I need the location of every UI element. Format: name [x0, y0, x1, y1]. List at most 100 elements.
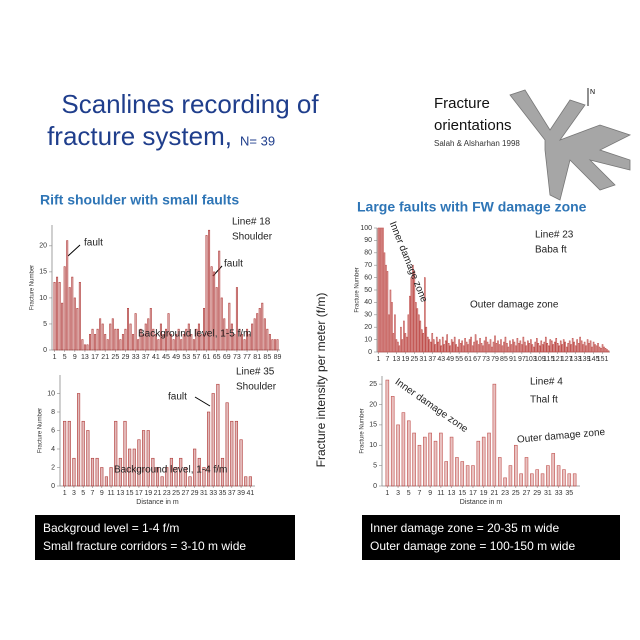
y-tick-label: 20	[369, 401, 377, 408]
x-tick-label: 7	[386, 356, 390, 363]
y-tick-label: 90	[364, 237, 372, 244]
x-axis-label: Distance in m	[460, 499, 503, 506]
bar	[481, 436, 486, 487]
bar	[95, 457, 99, 487]
x-tick-label: 37	[428, 356, 436, 363]
bar	[63, 420, 67, 487]
bar	[522, 336, 525, 353]
y-tick-label: 40	[364, 299, 372, 306]
x-tick-label: 11	[437, 490, 444, 497]
north-label: N	[590, 89, 595, 96]
bar	[495, 343, 498, 353]
bar	[456, 346, 459, 353]
bar	[491, 346, 493, 353]
bar	[600, 347, 602, 353]
bar	[114, 420, 118, 487]
bar	[547, 345, 550, 353]
y-tick-label: 20	[39, 243, 47, 250]
bar	[591, 346, 593, 353]
y-tick-label: 5	[43, 321, 47, 328]
count: N= 39	[240, 133, 275, 148]
bar	[239, 439, 243, 487]
x-tick-label: 139	[579, 356, 591, 363]
bar	[549, 339, 552, 353]
bar	[96, 328, 99, 351]
bar	[86, 344, 89, 351]
bar	[585, 345, 587, 353]
bar	[76, 393, 81, 487]
bar	[531, 344, 534, 353]
bar	[415, 302, 417, 353]
bar	[418, 314, 420, 353]
shared-y-label: Fracture intensity per meter (f/m)	[314, 293, 328, 468]
annotation: Line# 18	[232, 217, 271, 228]
bar	[210, 266, 213, 351]
rose-title: orientations	[434, 117, 512, 134]
x-tick-label: 9	[100, 490, 104, 497]
bar	[385, 379, 390, 487]
bar	[594, 344, 596, 353]
bar	[474, 334, 477, 353]
bar	[394, 314, 396, 353]
bar	[598, 346, 601, 353]
annotation: Shoulder	[236, 382, 277, 393]
bar	[266, 328, 269, 351]
bar	[519, 340, 522, 353]
bar	[205, 235, 208, 351]
x-tick-label: 1	[53, 354, 57, 361]
x-tick-label: 23	[501, 490, 509, 497]
x-tick-label: 1	[385, 490, 389, 497]
bar	[534, 341, 537, 353]
bar	[504, 336, 507, 353]
bar	[586, 339, 589, 353]
x-tick-label: 3	[72, 490, 76, 497]
bar	[516, 338, 519, 353]
annotation: Shoulder	[232, 232, 273, 243]
bar	[251, 323, 254, 351]
bar	[132, 334, 135, 351]
heading: Large faults with FW damage zone	[357, 199, 587, 215]
bar	[452, 341, 454, 353]
annotation: fault	[224, 259, 243, 270]
x-tick-label: 31	[544, 490, 552, 497]
bar	[389, 289, 392, 353]
bar	[524, 457, 529, 487]
x-tick-label: 29	[191, 490, 199, 497]
y-tick-label: 8	[51, 409, 55, 416]
y-axis-label: Fracture Number	[30, 265, 36, 310]
bar	[479, 338, 481, 353]
bar	[383, 252, 386, 353]
bar	[465, 465, 470, 487]
y-tick-label: 6	[51, 427, 55, 434]
bar	[142, 334, 145, 351]
bar	[246, 328, 249, 351]
bar	[514, 444, 518, 487]
bar	[66, 240, 69, 351]
bar	[471, 465, 475, 487]
x-tick-label: 9	[428, 490, 432, 497]
bar	[409, 295, 411, 353]
bar	[582, 344, 584, 353]
bar	[403, 320, 405, 353]
y-tick-label: 4	[51, 446, 55, 453]
y-axis-label: Fracture Number	[355, 267, 361, 312]
bar	[235, 287, 238, 351]
bar	[159, 323, 162, 351]
x-tick-label: 79	[491, 356, 499, 363]
bar	[577, 343, 580, 353]
note: Small fracture corridors = 3-10 m wide	[43, 539, 246, 553]
bar	[537, 343, 540, 353]
bar	[124, 328, 127, 351]
bar	[509, 340, 511, 353]
bar	[397, 341, 399, 353]
bar	[423, 277, 426, 353]
bar	[480, 343, 483, 353]
bar	[553, 341, 556, 353]
bar	[81, 420, 85, 487]
bar	[606, 349, 608, 353]
bar	[137, 339, 140, 351]
x-tick-label: 5	[81, 490, 85, 497]
arrow	[212, 265, 223, 277]
bar	[592, 341, 595, 353]
